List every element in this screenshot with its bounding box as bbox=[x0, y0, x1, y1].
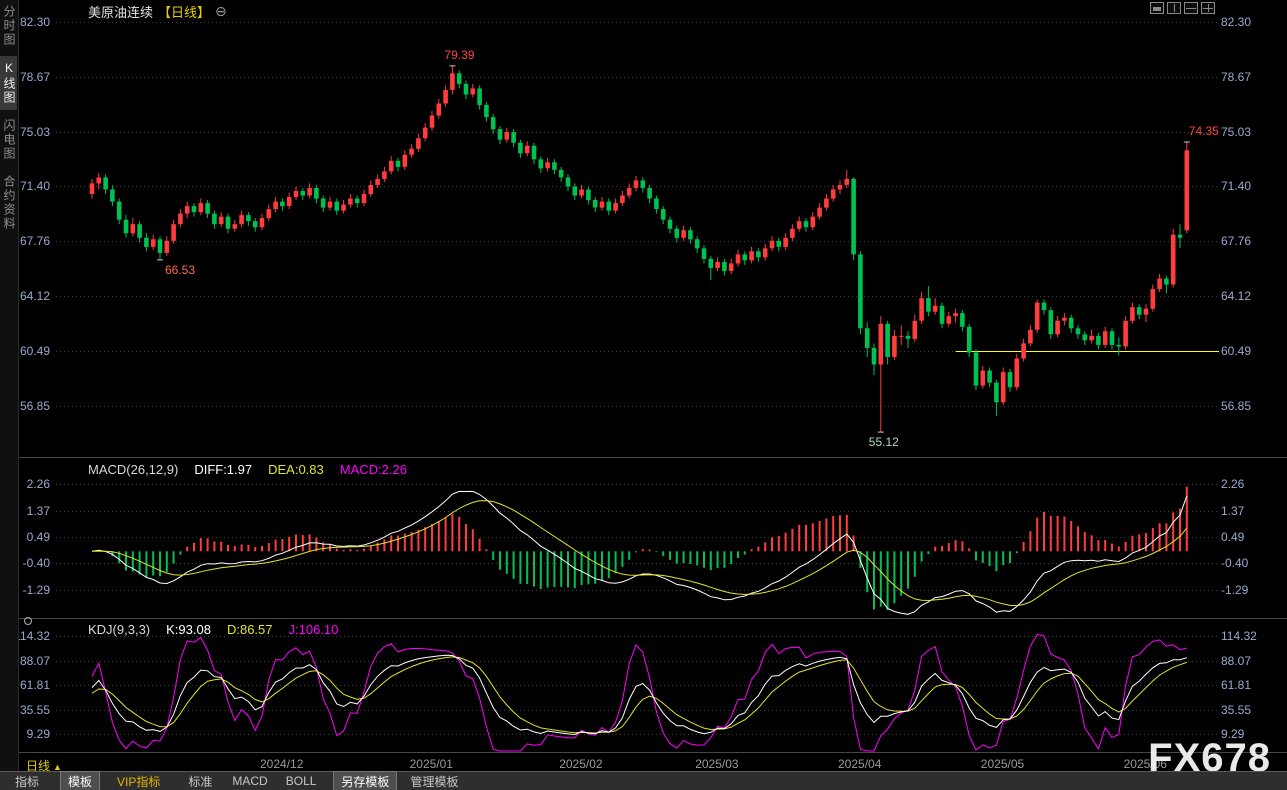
layout-controls bbox=[1150, 2, 1215, 14]
tab-template[interactable]: 模板 bbox=[60, 770, 101, 790]
svg-text:66.53: 66.53 bbox=[165, 263, 195, 277]
macd-macd-value: MACD:2.26 bbox=[339, 462, 407, 477]
svg-text:74.35: 74.35 bbox=[1189, 124, 1219, 138]
layout-split-vertical-icon[interactable] bbox=[1167, 2, 1181, 14]
kdj-d-value: D:86.57 bbox=[226, 622, 273, 637]
layout-split-horizontal-icon[interactable] bbox=[1184, 2, 1198, 14]
macd-histogram bbox=[97, 486, 1188, 611]
macd-dea-value: DEA:0.83 bbox=[268, 462, 324, 477]
bottom-tab-bar: 指标 模板 VIP指标 标准 MACD BOLL 另存模板 管理模板 bbox=[0, 770, 1287, 790]
triangle-up-icon: ▲ bbox=[53, 762, 62, 772]
price-marks: 79.39 66.53 55.12 74.35 bbox=[157, 48, 1219, 449]
macd-diff-value: DIFF:1.97 bbox=[194, 462, 253, 477]
sidebar-item-contract-info[interactable]: 合约资料 bbox=[2, 175, 16, 231]
svg-text:55.12: 55.12 bbox=[869, 435, 899, 449]
panel-separator bbox=[19, 618, 1287, 619]
macd-title: MACD(26,12,9) bbox=[88, 462, 179, 477]
layout-grid-icon[interactable] bbox=[1201, 2, 1215, 14]
panel-separator bbox=[19, 457, 1287, 458]
layout-single-icon[interactable] bbox=[1150, 2, 1164, 14]
tab-standard[interactable]: 标准 bbox=[188, 774, 213, 789]
kdj-lines bbox=[91, 633, 1187, 752]
tab-vip-indicator[interactable]: VIP指标 bbox=[117, 774, 161, 789]
tab-boll[interactable]: BOLL bbox=[285, 774, 317, 788]
macd-gridlines bbox=[56, 484, 1217, 591]
main-gridlines bbox=[56, 22, 1217, 407]
panel-separator bbox=[19, 752, 1287, 753]
tab-manage-template[interactable]: 管理模板 bbox=[410, 774, 459, 789]
kdj-j-value: J:106.10 bbox=[288, 622, 339, 637]
period-name: 【日线】 bbox=[158, 4, 211, 20]
macd-lines bbox=[91, 490, 1188, 615]
panel-marker-icon[interactable] bbox=[24, 617, 32, 625]
kdj-gridlines bbox=[56, 636, 1217, 735]
sidebar-item-time-chart[interactable]: 分时图 bbox=[2, 5, 16, 47]
kdj-title: KDJ(9,3,3) bbox=[88, 622, 151, 637]
kdj-k-value: K:93.08 bbox=[166, 622, 211, 637]
zoom-out-icon[interactable]: ⊖ bbox=[215, 3, 227, 19]
svg-text:79.39: 79.39 bbox=[444, 48, 474, 62]
timeframe-indicator[interactable]: 日线 ▲ bbox=[26, 757, 62, 774]
chart-title: 美原油连续 【日线】 ⊖ bbox=[88, 3, 227, 20]
tab-indicator[interactable]: 指标 bbox=[15, 774, 40, 789]
candles-layer bbox=[89, 65, 1190, 433]
tab-macd[interactable]: MACD bbox=[232, 774, 268, 788]
symbol-name: 美原油连续 bbox=[88, 4, 154, 20]
sidebar-item-lightning-chart[interactable]: 闪电图 bbox=[2, 119, 16, 161]
sidebar-item-kline-chart[interactable]: K线图 bbox=[0, 56, 17, 110]
macd-header: MACD(26,12,9) DIFF:1.97 DEA:0.83 MACD:2.… bbox=[88, 462, 407, 477]
timeframe-label: 日线 bbox=[26, 759, 51, 773]
tab-save-template[interactable]: 另存模板 bbox=[333, 770, 398, 790]
sidebar: 分时图 K线图 闪电图 合约资料 bbox=[0, 0, 19, 771]
kdj-header: KDJ(9,3,3) K:93.08 D:86.57 J:106.10 bbox=[88, 622, 338, 637]
